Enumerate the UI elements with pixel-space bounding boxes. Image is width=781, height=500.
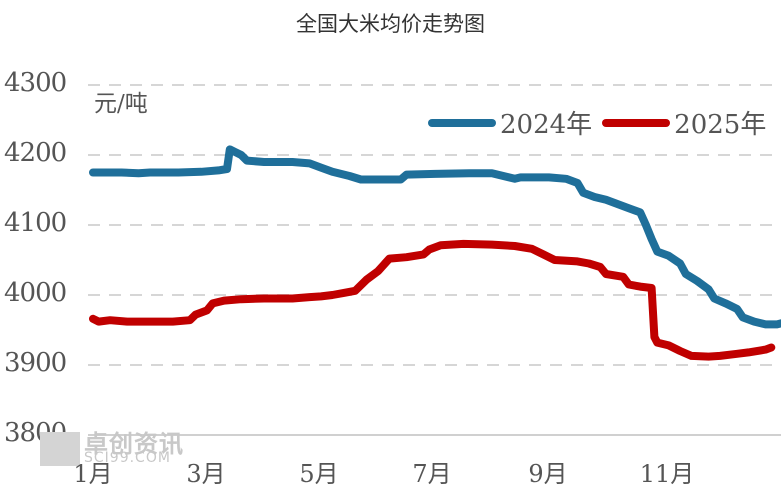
y-tick-4100: 4100 — [4, 208, 67, 238]
legend-label-2025: 2025年 — [674, 110, 767, 140]
y-tick-4000: 4000 — [4, 278, 67, 308]
y-tick-4300: 4300 — [4, 68, 67, 98]
x-tick-may: 5月 — [299, 460, 339, 488]
legend: 2024年 2025年 — [428, 104, 776, 141]
x-tick-jul: 7月 — [412, 460, 452, 488]
legend-label-2024: 2024年 — [500, 110, 593, 140]
gridlines — [88, 84, 781, 366]
x-tick-mar: 3月 — [186, 460, 226, 488]
y-tick-4200: 4200 — [4, 138, 67, 168]
chart-title: 全国大米均价走势图 — [296, 12, 485, 36]
series-2024-line — [89, 145, 781, 329]
x-tick-sep: 9月 — [528, 460, 568, 488]
y-axis-unit-label: 元/吨 — [94, 91, 148, 117]
legend-swatch-2025 — [602, 118, 671, 127]
x-tick-nov: 11月 — [639, 460, 695, 488]
legend-item-2025: 2025年 — [602, 104, 766, 141]
legend-swatch-2024 — [428, 118, 496, 127]
y-tick-3900: 3900 — [4, 348, 67, 378]
watermark-logo-icon — [40, 432, 80, 466]
legend-item-2024: 2024年 — [428, 104, 592, 141]
watermark-text-en: SCI99.COM — [84, 450, 171, 466]
series-2025-line — [89, 239, 776, 361]
x-tick-jan: 1月 — [73, 460, 113, 488]
watermark-text-cn: 卓创资讯 — [84, 430, 184, 458]
